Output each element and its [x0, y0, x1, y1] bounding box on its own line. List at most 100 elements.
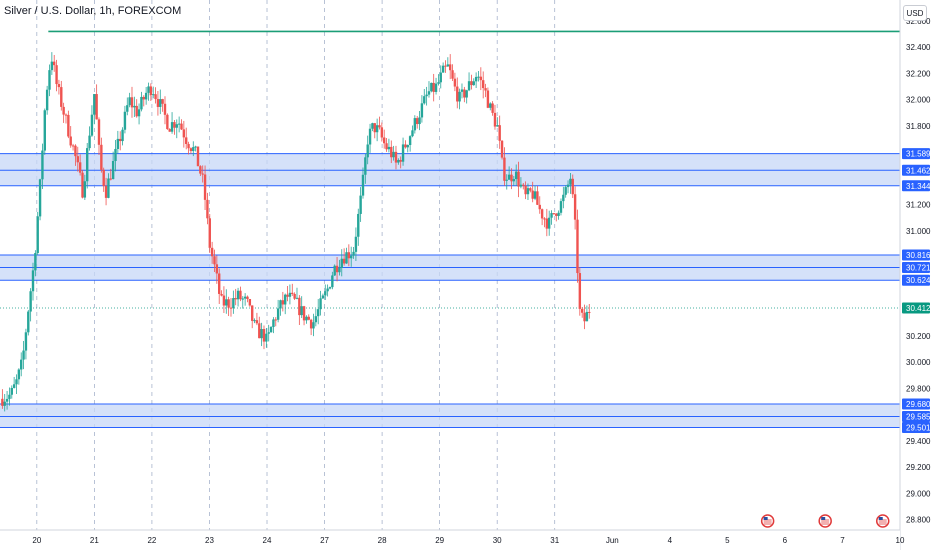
x-tick-label: 6	[783, 536, 788, 545]
x-tick-label: 10	[896, 536, 905, 545]
us-flag-icon[interactable]	[875, 514, 890, 528]
last-price-tag	[902, 302, 930, 314]
candle	[166, 114, 169, 130]
candle	[463, 89, 466, 98]
candle	[60, 87, 63, 107]
candle	[140, 96, 143, 110]
candle	[446, 64, 450, 67]
candle	[107, 178, 110, 198]
candle	[375, 125, 379, 133]
candle	[100, 144, 103, 170]
x-tick-label: 7	[840, 536, 845, 545]
candle	[31, 270, 35, 292]
candle	[88, 135, 91, 149]
candle	[543, 218, 546, 220]
candle	[284, 294, 287, 305]
candle	[354, 236, 358, 252]
candle	[156, 99, 160, 107]
us-flag-icon[interactable]	[760, 514, 775, 528]
candle	[540, 209, 544, 219]
candle	[218, 273, 221, 294]
candle	[189, 148, 193, 152]
candle	[364, 157, 367, 175]
candle	[569, 178, 572, 185]
candle	[557, 212, 560, 216]
support-resistance-zone	[0, 153, 900, 186]
x-tick-label: 22	[147, 536, 156, 545]
candle	[288, 292, 292, 297]
candle	[316, 309, 320, 317]
y-tick-label: 30.000	[906, 358, 931, 367]
candle	[272, 319, 275, 328]
candle	[552, 213, 556, 215]
candle	[418, 117, 421, 125]
us-flag-icon[interactable]	[818, 514, 832, 528]
candle	[580, 308, 584, 313]
zone-price-tag	[902, 249, 930, 261]
candle	[458, 91, 461, 102]
candle	[135, 105, 138, 117]
candle	[62, 106, 65, 115]
candle	[545, 218, 549, 229]
candle	[321, 295, 325, 299]
candle	[380, 127, 384, 138]
candle	[137, 109, 141, 117]
candle	[213, 256, 216, 265]
last-price-tag-label: 30.412	[906, 304, 931, 313]
candle	[573, 194, 577, 220]
x-tick-label: 27	[320, 536, 329, 545]
zone-price-tag	[902, 422, 930, 434]
candle	[50, 61, 54, 71]
candle	[232, 298, 235, 309]
x-tick-label: 24	[263, 536, 272, 545]
candle	[571, 178, 574, 195]
candle	[392, 151, 395, 158]
candle	[531, 190, 534, 199]
y-tick-label: 31.200	[906, 201, 931, 210]
candle	[357, 213, 360, 237]
candle	[199, 166, 202, 174]
candle	[154, 94, 157, 100]
candle	[566, 184, 570, 188]
candle	[368, 128, 372, 145]
candle	[583, 312, 586, 322]
candle	[371, 123, 374, 129]
candle	[390, 146, 393, 158]
candle	[340, 258, 343, 268]
candle	[57, 84, 61, 88]
candle	[500, 140, 504, 158]
candle	[69, 136, 72, 146]
x-tick-label: 28	[378, 536, 387, 545]
candle	[265, 333, 268, 342]
candle	[505, 179, 508, 181]
candle	[512, 179, 516, 182]
zone-price-tag-label: 30.816	[906, 251, 931, 260]
candle	[342, 258, 346, 264]
candle	[260, 329, 263, 339]
candle	[562, 194, 565, 202]
candle	[78, 162, 82, 173]
candle	[486, 90, 490, 108]
zone-price-tag-label: 31.344	[906, 182, 931, 191]
candle	[234, 298, 237, 300]
candle	[453, 78, 457, 87]
candle	[507, 174, 511, 180]
candle	[114, 148, 117, 162]
candle	[496, 125, 499, 127]
candle	[10, 387, 13, 395]
currency-button[interactable]: USD	[903, 5, 927, 21]
candle	[194, 146, 197, 148]
candle	[269, 327, 273, 333]
time-axis[interactable]	[0, 530, 900, 550]
candle	[67, 114, 70, 137]
candle	[130, 97, 134, 108]
candle	[286, 294, 289, 297]
candle	[15, 379, 18, 385]
candle	[302, 306, 306, 321]
candle	[522, 184, 525, 186]
candle	[291, 292, 294, 294]
candle	[413, 118, 417, 131]
candle	[298, 297, 301, 316]
